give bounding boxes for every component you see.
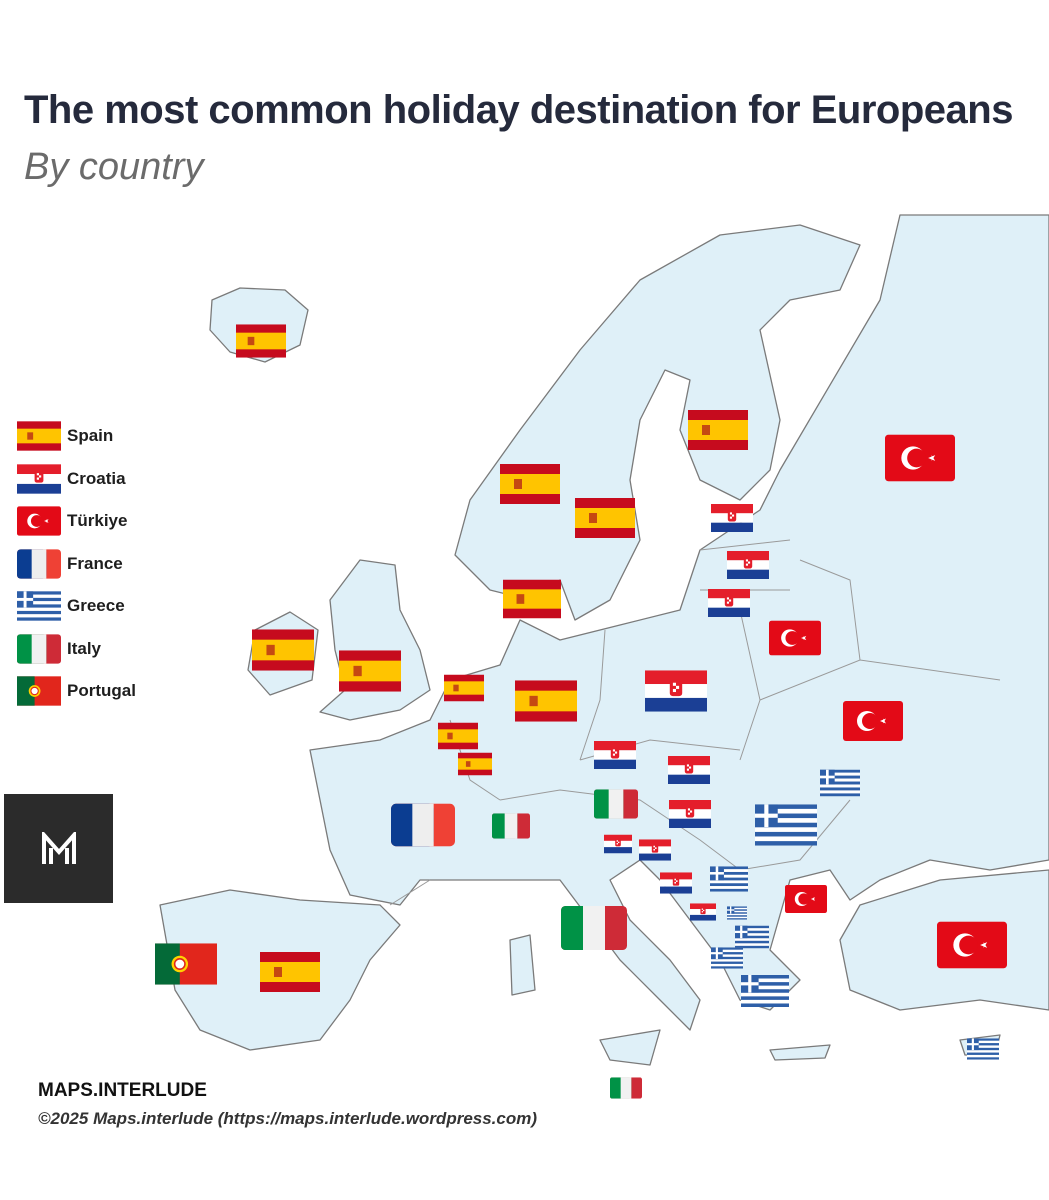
croatia-flag-marker (708, 589, 750, 617)
legend-label: Spain (67, 426, 114, 446)
legend-label: Türkiye (67, 511, 128, 531)
legend-label: Italy (67, 638, 102, 658)
spain-flag-marker (458, 753, 492, 776)
legend-item-portugal: Portugal (17, 670, 136, 713)
spain-flag-marker (575, 498, 635, 538)
greece-flag-marker (967, 1038, 999, 1059)
italy-flag-marker (492, 813, 530, 838)
legend-item-italy: Italy (17, 628, 136, 671)
legend: Spain Croatia Türkiye France Greece Ital… (17, 415, 136, 713)
legend-label: France (67, 553, 123, 573)
croatia-flag-marker (604, 835, 632, 854)
legend-label: Greece (67, 596, 125, 616)
spain-flag-marker (515, 680, 577, 721)
portugal-flag-icon (17, 676, 61, 706)
portugal-flag-marker (155, 943, 217, 984)
greece-flag-marker (727, 906, 747, 919)
italy-flag-marker (594, 789, 638, 818)
croatia-flag-marker (594, 741, 636, 769)
croatia-flag-marker (711, 504, 753, 532)
sicily (599, 1029, 661, 1066)
spain-flag-marker (500, 464, 560, 504)
spain-flag-marker (260, 952, 320, 992)
legend-item-turkiye: Türkiye (17, 500, 136, 543)
legend-item-croatia: Croatia (17, 458, 136, 501)
turkiye-flag-icon (17, 506, 61, 536)
legend-item-greece: Greece (17, 585, 136, 628)
m-logo-icon (41, 831, 76, 864)
spain-flag-marker (236, 324, 286, 357)
italy-flag-marker (561, 906, 627, 950)
turkiye-flag-marker (843, 701, 903, 741)
turkiye-flag-marker (769, 621, 821, 656)
footer-brand: MAPS.INTERLUDE (38, 1080, 207, 1101)
france-flag-marker (391, 804, 455, 847)
crete (769, 1044, 831, 1061)
turkiye-flag-marker (785, 885, 827, 913)
footer-copyright: ©2025 Maps.interlude (https://maps.inter… (38, 1109, 538, 1128)
spain-flag-marker (252, 629, 314, 670)
croatia-flag-marker (645, 670, 707, 711)
spain-flag-marker (444, 675, 484, 702)
legend-item-france: France (17, 543, 136, 586)
croatia-flag-icon (17, 464, 61, 494)
turkiye-flag-marker (885, 435, 955, 482)
scandinavia (454, 224, 861, 621)
greece-flag-marker (755, 804, 817, 845)
greece-flag-icon (17, 591, 61, 621)
greece-flag-marker (710, 866, 748, 891)
legend-label: Croatia (67, 468, 126, 488)
croatia-flag-marker (668, 756, 710, 784)
spain-flag-marker (688, 410, 748, 450)
croatia-flag-marker (727, 551, 769, 579)
croatia-flag-marker (660, 872, 692, 893)
turkiye-flag-marker (937, 922, 1007, 969)
spain-flag-marker (438, 723, 478, 750)
italy-flag-marker (610, 1077, 642, 1098)
croatia-flag-marker (669, 800, 711, 828)
legend-item-spain: Spain (17, 415, 136, 458)
maps-interlude-logo (4, 794, 113, 903)
sardinia (509, 934, 536, 996)
spain-flag-icon (17, 421, 61, 451)
france-flag-icon (17, 549, 61, 579)
croatia-flag-marker (690, 903, 716, 920)
page-subtitle: By country (24, 146, 204, 188)
croatia-flag-marker (639, 839, 671, 860)
italy-flag-icon (17, 634, 61, 664)
greece-flag-marker (741, 975, 789, 1007)
spain-flag-marker (503, 580, 561, 619)
page-title: The most common holiday destination for … (24, 88, 1013, 132)
greece-flag-marker (735, 926, 769, 949)
greece-flag-marker (711, 947, 743, 968)
legend-label: Portugal (67, 681, 136, 701)
great-britain (319, 559, 431, 721)
spain-flag-marker (339, 650, 401, 691)
greece-flag-marker (820, 770, 860, 797)
